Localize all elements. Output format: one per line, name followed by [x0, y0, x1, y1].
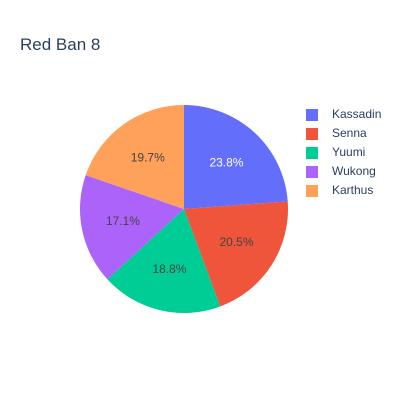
- pie-slice-senna[interactable]: [184, 201, 288, 307]
- legend-swatch: [306, 109, 318, 121]
- legend-item-yuumi[interactable]: Yuumi: [306, 145, 365, 159]
- legend-swatch: [306, 166, 318, 178]
- legend-label: Yuumi: [332, 145, 365, 159]
- slice-percent-label: 18.8%: [152, 262, 186, 276]
- chart-title: Red Ban 8: [20, 35, 101, 54]
- legend-label: Wukong: [332, 164, 376, 178]
- legend-swatch: [306, 185, 318, 197]
- pie-slice-yuumi[interactable]: [107, 209, 221, 313]
- slice-percent-label: 17.1%: [106, 214, 140, 228]
- pie-slice-kassadin[interactable]: [184, 105, 288, 209]
- legend-item-kassadin[interactable]: Kassadin: [306, 107, 381, 121]
- legend-item-wukong[interactable]: Wukong: [306, 164, 376, 178]
- pie-slice-labels: 23.8% 20.5% 18.8% 17.1% 19.7%: [106, 150, 254, 275]
- pie-slice-karthus[interactable]: [85, 105, 184, 209]
- legend-swatch: [306, 147, 318, 159]
- pie-slices: [80, 105, 288, 313]
- legend-item-karthus[interactable]: Karthus: [306, 183, 373, 197]
- pie-slice-wukong[interactable]: [80, 175, 184, 280]
- slice-percent-label: 23.8%: [209, 155, 243, 169]
- legend-label: Senna: [332, 126, 367, 140]
- slice-percent-label: 20.5%: [219, 235, 253, 249]
- legend-item-senna[interactable]: Senna: [306, 126, 367, 140]
- slice-percent-label: 19.7%: [131, 150, 165, 164]
- legend-swatch: [306, 128, 318, 140]
- legend-label: Kassadin: [332, 107, 381, 121]
- legend: Kassadin Senna Yuumi Wukong Karthus: [306, 107, 381, 197]
- legend-label: Karthus: [332, 183, 373, 197]
